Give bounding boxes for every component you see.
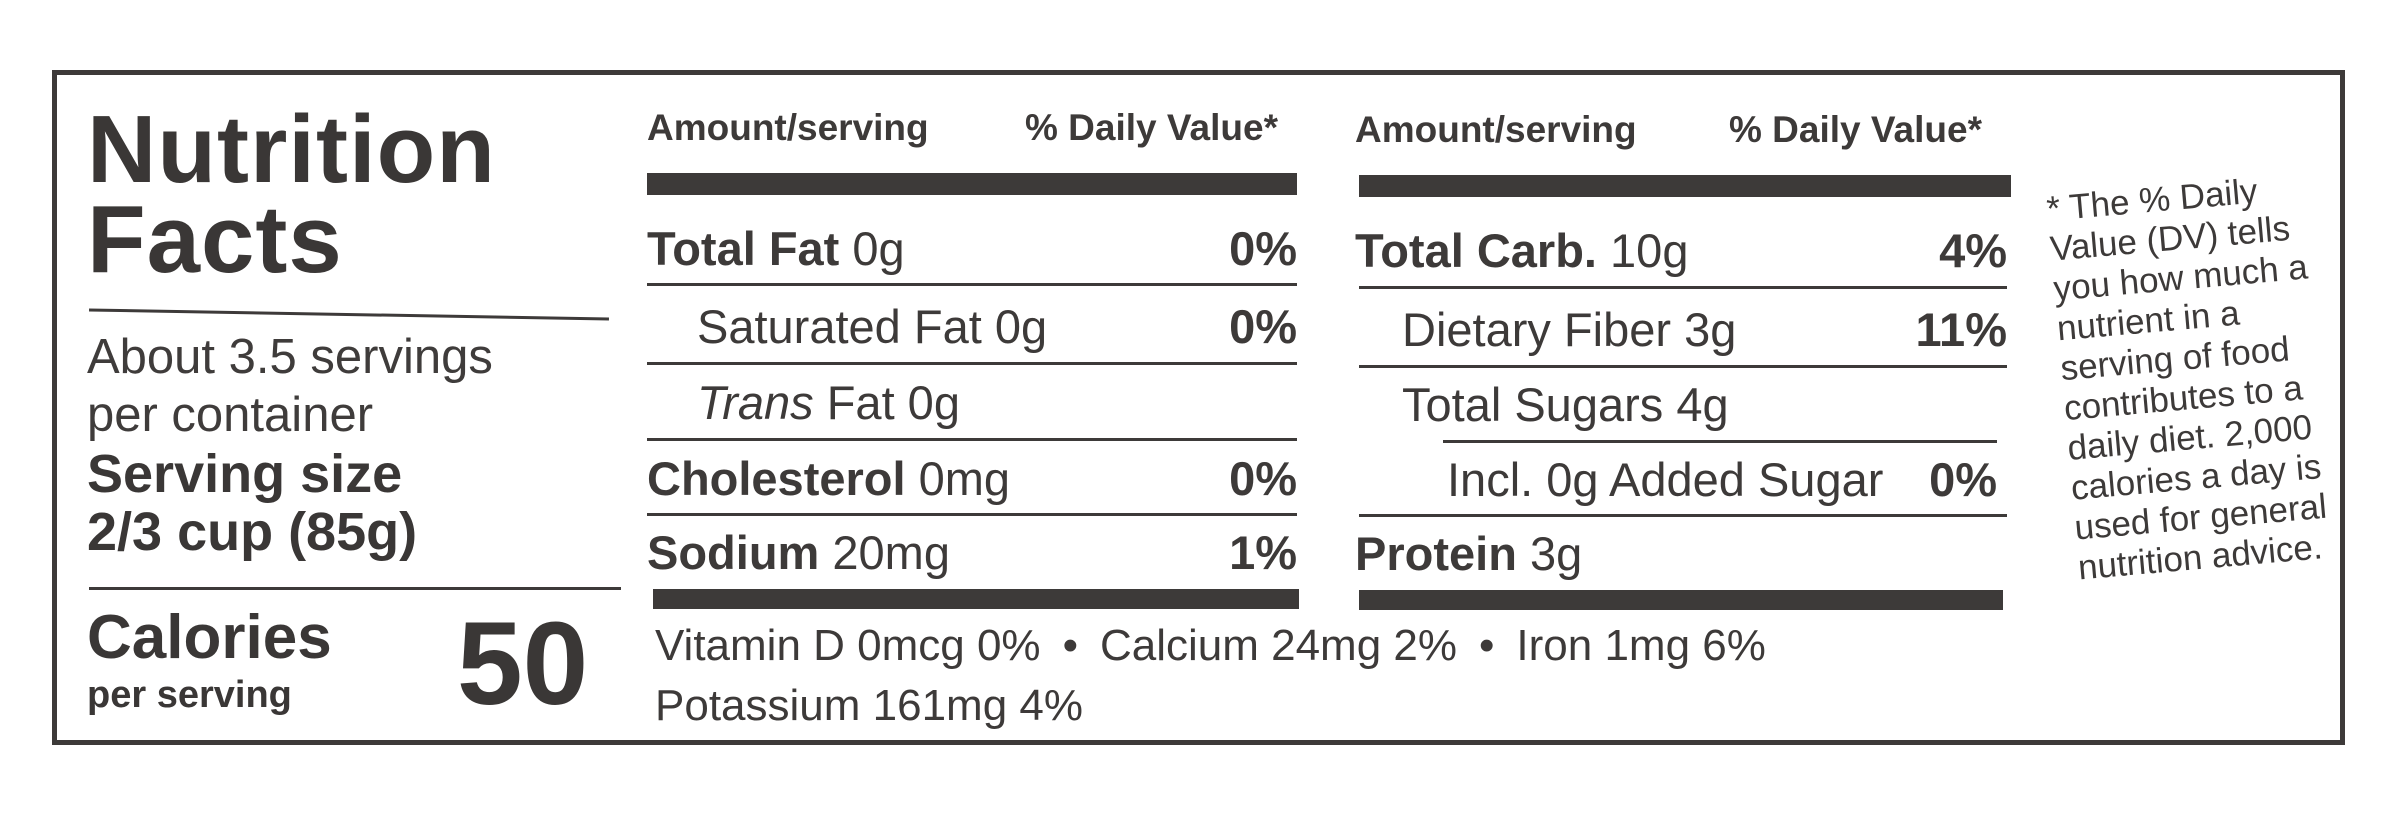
servings-per-container: About 3.5 servings per container [87,330,493,442]
left-header-amount: Amount/serving [647,107,929,148]
row-divider [1359,514,2007,517]
vitamin-d: Vitamin D 0mcg 0% [655,621,1041,670]
bullet-separator: • [1062,621,1078,670]
nutrient-row-cholesterol: Cholesterol 0mg 0% [647,452,1297,505]
calories-per-serving-label: per serving [87,674,292,716]
left-bottom-rule [653,589,1299,609]
nutrient-row-dietary-fiber: Dietary Fiber 3g 11% [1402,303,2007,356]
nutrient-row-total-sugars: Total Sugars 4g [1402,378,1729,431]
bullet-separator: • [1479,621,1495,670]
calories-label: Calories [87,603,332,672]
row-divider [1359,365,2007,368]
right-header-amount: Amount/serving [1355,109,1637,150]
title-divider [89,308,609,321]
potassium: Potassium 161mg 4% [655,681,1083,730]
right-header-rule [1359,175,2011,197]
title-line-1: Nutrition [87,96,496,203]
nutrition-facts-title: Nutrition Facts [87,96,496,293]
vitamins-line-2: Potassium 161mg 4% [655,676,1083,736]
calories-value: 50 [457,598,589,730]
left-header-dv: % Daily Value* [1025,107,1278,148]
nutrition-facts-panel: Nutrition Facts About 3.5 servings per c… [52,70,2345,745]
row-divider [1443,440,1997,443]
left-header-rule [647,173,1297,195]
nutrient-row-total-carb: Total Carb. 10g 4% [1355,224,2007,277]
vitamins-line-1: Vitamin D 0mcg 0% • Calcium 24mg 2% • Iron 1… [655,616,1766,676]
row-divider [647,513,1297,516]
iron: Iron 1mg 6% [1516,621,1766,670]
right-header-dv: % Daily Value* [1729,109,1982,150]
title-line-2: Facts [87,186,343,293]
nutrient-row-added-sugar: Incl. 0g Added Sugar 0% [1447,453,1997,506]
nutrient-row-sodium: Sodium 20mg 1% [647,526,1297,579]
nutrient-row-protein: Protein 3g [1355,527,1583,580]
row-divider [647,438,1297,441]
row-divider [1359,286,2007,289]
calcium: Calcium 24mg 2% [1099,621,1457,670]
nutrient-row-total-fat: Total Fat 0g 0% [647,222,1297,275]
row-divider [647,283,1297,286]
daily-value-footnote: * The % Daily Value (DV) tells you how m… [2045,171,2329,588]
nutrient-row-trans-fat: Trans Fat 0g [697,376,960,429]
serving-size: Serving size 2/3 cup (85g) [87,444,418,562]
serving-size-divider [89,587,621,590]
nutrient-row-saturated-fat: Saturated Fat 0g 0% [697,300,1297,353]
row-divider [647,362,1297,365]
right-bottom-rule [1359,590,2003,610]
